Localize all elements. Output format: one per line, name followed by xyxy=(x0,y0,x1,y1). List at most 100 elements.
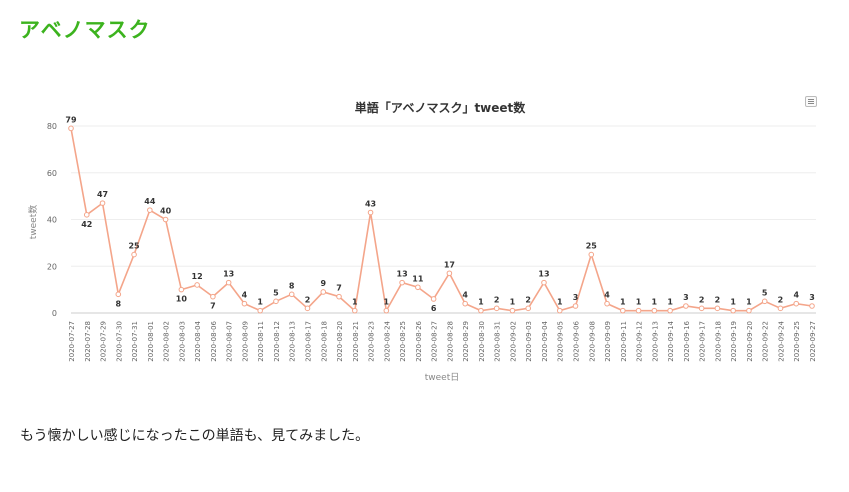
x-tick-label: 2020-08-02 xyxy=(163,321,171,362)
data-point xyxy=(462,300,468,307)
data-label: 2 xyxy=(778,295,784,304)
data-label: 1 xyxy=(730,298,736,307)
x-tick-label: 2020-08-07 xyxy=(226,321,234,362)
x-tick-label: 2020-09-13 xyxy=(651,321,659,362)
x-tick-label: 2020-08-03 xyxy=(178,321,186,362)
data-label: 1 xyxy=(667,298,673,307)
x-tick-label: 2020-07-28 xyxy=(84,321,92,362)
y-tick-label: 0 xyxy=(52,309,57,318)
data-point xyxy=(793,300,800,307)
data-label: 13 xyxy=(223,270,234,279)
data-point xyxy=(415,284,421,291)
data-point xyxy=(367,209,374,216)
x-tick-label: 2020-08-18 xyxy=(320,321,328,362)
data-point xyxy=(257,307,263,314)
y-axis-label: tweet数 xyxy=(27,205,39,240)
page-heading: アベノマスク xyxy=(19,18,151,42)
data-label: 6 xyxy=(431,304,437,313)
data-label: 12 xyxy=(192,272,203,281)
data-label: 40 xyxy=(160,207,172,216)
data-label: 10 xyxy=(176,295,188,304)
data-label: 1 xyxy=(257,298,263,307)
data-label: 1 xyxy=(557,298,563,307)
data-label: 2 xyxy=(305,295,311,304)
data-label: 1 xyxy=(478,298,484,307)
x-tick-label: 2020-09-27 xyxy=(809,321,817,362)
x-tick-label: 2020-08-27 xyxy=(431,321,439,362)
x-tick-label: 2020-09-22 xyxy=(762,321,770,362)
data-label: 13 xyxy=(397,270,408,279)
data-point xyxy=(761,298,768,305)
data-point xyxy=(399,279,405,286)
x-tick-label: 2020-08-12 xyxy=(273,321,281,362)
x-tick-label: 2020-07-29 xyxy=(100,321,108,362)
data-point xyxy=(572,303,579,309)
data-point xyxy=(225,279,232,286)
x-tick-label: 2020-08-29 xyxy=(462,321,470,362)
data-point xyxy=(194,282,200,288)
data-point xyxy=(493,305,500,312)
x-tick-label: 2020-08-25 xyxy=(399,321,407,362)
data-point xyxy=(525,305,532,312)
data-point xyxy=(541,279,547,286)
data-point xyxy=(430,296,437,302)
data-point xyxy=(746,307,752,314)
data-point xyxy=(304,305,311,312)
x-tick-label: 2020-09-09 xyxy=(604,321,612,362)
x-tick-label: 2020-09-06 xyxy=(573,320,581,361)
data-point xyxy=(809,303,815,309)
data-label: 1 xyxy=(636,298,642,307)
x-tick-label: 2020-09-20 xyxy=(746,321,754,362)
chart-area: 単語「アベノマスク」tweet数 0 20 40 60 80 tweet数 2020-0… xyxy=(20,90,825,390)
data-point xyxy=(714,305,721,312)
x-tick-label: 2020-09-17 xyxy=(699,321,707,362)
x-tick-label: 2020-08-26 xyxy=(415,320,423,361)
data-label: 4 xyxy=(604,291,610,300)
data-label: 1 xyxy=(510,298,516,307)
data-point xyxy=(635,307,642,314)
data-point xyxy=(777,305,784,312)
data-point xyxy=(99,200,106,206)
data-point xyxy=(604,300,610,307)
data-label: 7 xyxy=(210,302,216,311)
data-point xyxy=(588,251,595,258)
data-label: 1 xyxy=(352,298,358,307)
data-point xyxy=(336,293,342,300)
data-point xyxy=(698,305,705,312)
data-label: 17 xyxy=(444,260,455,269)
data-label: 1 xyxy=(384,298,390,307)
data-labels: 7942478254440101271341582971431131161741… xyxy=(65,115,814,313)
data-label: 1 xyxy=(652,298,658,307)
x-tick-label: 2020-09-03 xyxy=(525,321,533,362)
data-point xyxy=(178,286,185,293)
data-label: 25 xyxy=(586,242,598,251)
data-label: 2 xyxy=(525,295,531,304)
body-caption: もう懐かしい感じになったこの単語も、見てみました。 xyxy=(20,428,370,444)
data-point xyxy=(115,291,122,298)
x-tick-label: 2020-09-25 xyxy=(793,321,801,362)
data-label: 8 xyxy=(116,299,122,308)
data-label: 2 xyxy=(715,295,721,304)
hamburger-menu-icon[interactable] xyxy=(805,96,817,107)
data-label: 3 xyxy=(573,293,579,302)
data-label: 5 xyxy=(762,288,768,297)
x-tick-label: 2020-08-11 xyxy=(257,321,265,362)
x-tick-label: 2020-08-31 xyxy=(494,321,502,362)
data-label: 2 xyxy=(494,295,500,304)
x-tick-label: 2020-07-27 xyxy=(68,321,76,362)
data-point xyxy=(351,307,358,314)
data-point xyxy=(446,270,453,277)
chart-title: 単語「アベノマスク」tweet数 xyxy=(355,100,527,115)
data-point xyxy=(478,307,484,314)
x-tick-label: 2020-09-16 xyxy=(683,320,691,361)
data-label: 25 xyxy=(128,242,140,251)
x-tick-label: 2020-09-18 xyxy=(714,321,722,362)
data-point xyxy=(273,298,279,305)
data-label: 7 xyxy=(336,284,342,293)
x-tick-label: 2020-09-04 xyxy=(541,320,549,361)
data-label: 4 xyxy=(793,291,799,300)
x-tick-label: 2020-08-06 xyxy=(210,320,218,361)
data-point xyxy=(320,289,327,295)
x-tick-label: 2020-09-11 xyxy=(620,321,628,362)
data-label: 5 xyxy=(273,288,279,297)
